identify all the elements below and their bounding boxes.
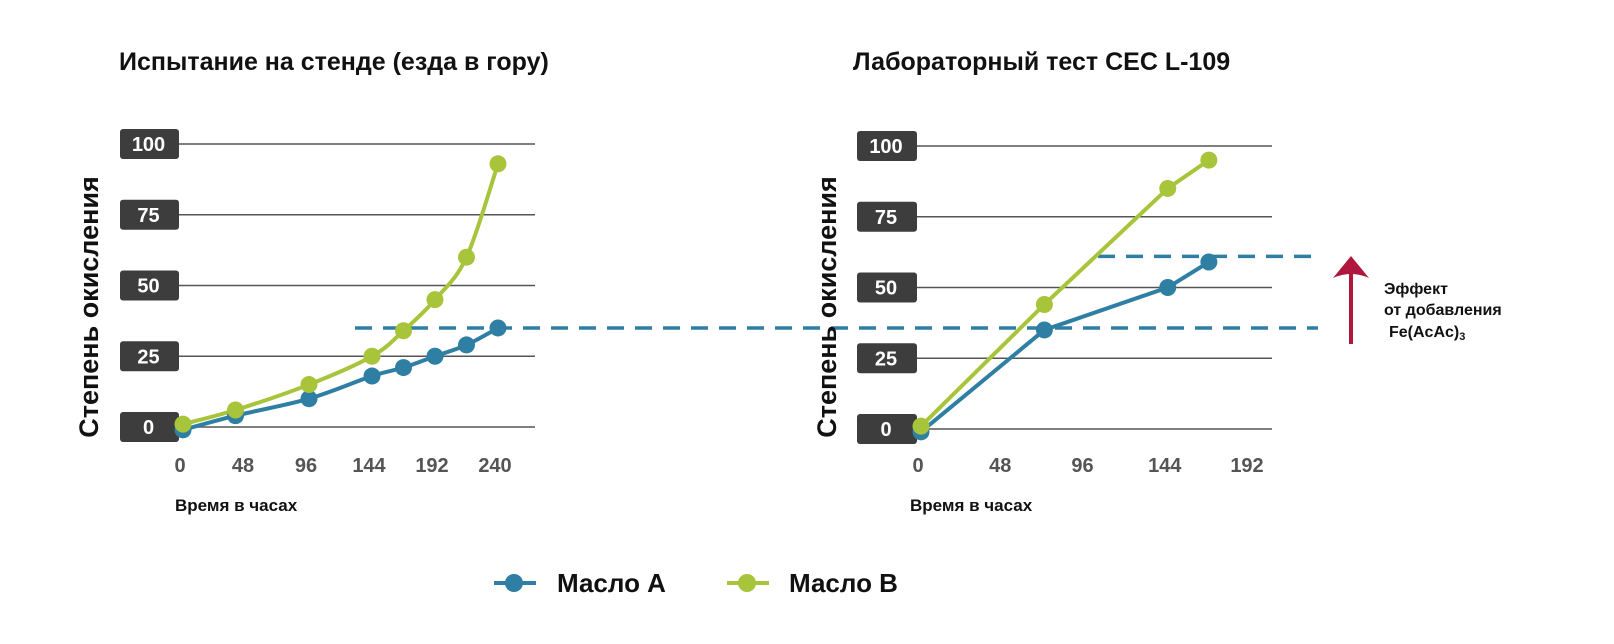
chart-bench-test: Испытание на стенде (езда в гору) Степень… — [74, 48, 549, 515]
y-tick-label: 25 — [875, 348, 897, 370]
data-point-oil-b — [1200, 151, 1218, 169]
y-tick-box — [120, 199, 179, 230]
data-point-oil-a — [395, 359, 412, 377]
y-tick-label: 50 — [875, 278, 897, 300]
series-line-oil-b — [919, 158, 1211, 428]
x-tick-label: 96 — [295, 455, 317, 477]
data-point-oil-a — [363, 367, 381, 385]
legend-label: Масло A — [557, 568, 666, 598]
x-tick-label: 0 — [912, 455, 923, 477]
data-point-oil-a — [1035, 321, 1053, 339]
y-tick-label: 0 — [880, 419, 891, 441]
data-point-oil-b — [458, 248, 475, 266]
x-tick-label: 48 — [989, 455, 1011, 477]
data-point-oil-a — [489, 319, 507, 337]
legend-label: Масло B — [789, 568, 898, 598]
data-point-oil-b — [395, 322, 412, 340]
data-point-oil-b — [1035, 295, 1053, 313]
effect-compound-subscript: 3 — [1459, 331, 1465, 343]
y-tick-box — [120, 270, 179, 301]
x-tick-label: 144 — [352, 455, 386, 477]
y-tick-box — [857, 343, 917, 374]
data-point-oil-b — [174, 415, 192, 433]
data-point-oil-b — [1159, 179, 1177, 197]
y-tick-label: 50 — [137, 276, 159, 298]
data-point-oil-b — [363, 347, 381, 365]
x-axis-label: Время в часах — [910, 496, 1033, 515]
y-tick-box — [857, 272, 917, 303]
y-tick-box — [120, 412, 179, 442]
x-tick-label: 240 — [478, 455, 511, 477]
y-tick-label: 100 — [132, 134, 165, 156]
y-tick-box — [857, 131, 917, 161]
x-tick-label: 144 — [1148, 455, 1182, 477]
y-tick-label: 0 — [143, 417, 154, 439]
y-tick-box — [857, 414, 917, 444]
data-point-oil-a — [300, 390, 318, 408]
effect-label-line2: от добавления — [1384, 302, 1502, 319]
legend-marker — [738, 574, 756, 592]
x-tick-label: 192 — [415, 455, 448, 477]
x-tick-label: 0 — [174, 455, 185, 477]
legend-marker — [505, 574, 523, 592]
data-point-oil-a — [458, 336, 475, 354]
arrow-up-icon — [1333, 256, 1369, 278]
chart-lab-test: Лабораторный тест CEC L-109 Степень окисл… — [812, 48, 1272, 515]
data-point-oil-b — [426, 291, 444, 309]
chart-title: Лабораторный тест CEC L-109 — [853, 48, 1230, 76]
chart-title: Испытание на стенде (езда в гору) — [119, 48, 549, 76]
legend: Масло A Масло B — [494, 568, 898, 598]
series-line-oil-b — [182, 163, 500, 427]
y-tick-box — [120, 341, 179, 372]
data-point-oil-a — [1200, 253, 1218, 271]
series-line-oil-a — [919, 260, 1210, 434]
data-point-oil-b — [912, 417, 930, 435]
y-tick-box — [857, 201, 917, 232]
y-axis-label: Степень окисления — [812, 176, 842, 438]
reference-lines-layer — [355, 254, 1318, 330]
y-tick-box — [120, 129, 179, 159]
effect-annotation: Эффект от добавления Fe(AcAc)3 — [1333, 256, 1502, 344]
y-tick-label: 25 — [137, 346, 159, 368]
data-point-oil-b — [489, 155, 507, 173]
data-point-oil-a — [426, 347, 444, 365]
effect-label-line1: Эффект — [1384, 281, 1448, 298]
x-tick-label: 48 — [232, 455, 254, 477]
y-axis-label: Степень окисления — [74, 176, 104, 438]
data-point-oil-b — [227, 401, 244, 419]
x-axis-label: Время в часах — [175, 496, 298, 515]
y-tick-label: 75 — [875, 207, 897, 229]
effect-compound-name: Fe(AcAc) — [1389, 324, 1459, 341]
y-tick-label: 100 — [869, 136, 902, 158]
x-tick-label: 96 — [1071, 455, 1093, 477]
x-tick-label: 192 — [1230, 455, 1263, 477]
data-point-oil-b — [300, 376, 318, 394]
data-point-oil-a — [1159, 279, 1177, 296]
y-tick-label: 75 — [137, 205, 159, 227]
effect-label-line3: Fe(AcAc)3 — [1389, 324, 1465, 343]
